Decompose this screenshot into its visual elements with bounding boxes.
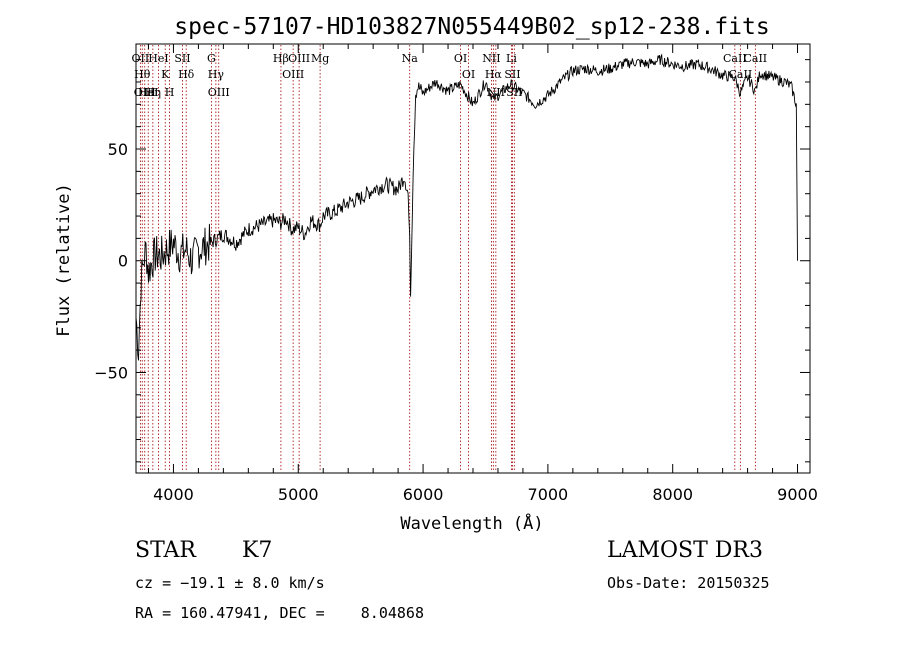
line-marker-label: Hθ bbox=[134, 68, 151, 81]
x-tick-label: 6000 bbox=[403, 485, 444, 504]
x-tick-label: 5000 bbox=[278, 485, 319, 504]
plot-frame bbox=[135, 43, 811, 474]
line-marker-label: Mg bbox=[311, 52, 329, 65]
spectrum-series bbox=[135, 53, 798, 361]
y-tick-label: −50 bbox=[94, 363, 128, 382]
x-tick-label: 4000 bbox=[153, 485, 194, 504]
line-marker-label: K bbox=[161, 68, 170, 81]
observation-date: Obs-Date: 20150325 bbox=[607, 574, 770, 592]
line-marker-label: CaII bbox=[729, 68, 753, 81]
y-tick-label: 0 bbox=[118, 252, 128, 271]
line-marker-label: Na bbox=[402, 52, 419, 65]
line-marker-label: NII bbox=[487, 86, 505, 99]
line-marker-label: HeI bbox=[148, 52, 168, 65]
x-axis-label: Wavelength (Å) bbox=[400, 512, 543, 534]
x-tick-label: 8000 bbox=[652, 485, 693, 504]
line-marker-label: CaII bbox=[723, 52, 747, 65]
line-marker-label: CaII bbox=[743, 52, 767, 65]
line-marker-label: Li bbox=[506, 52, 517, 65]
line-markers bbox=[139, 45, 756, 472]
y-axis-ticks: −50 0 50 bbox=[94, 59, 810, 463]
line-marker-label: OI bbox=[462, 68, 475, 81]
line-marker-label: HeI bbox=[138, 86, 158, 99]
line-marker-label: Hβ bbox=[273, 52, 289, 65]
line-marker-label: OIII bbox=[288, 52, 310, 65]
x-axis-ticks: 4000 5000 6000 7000 8000 9000 bbox=[147, 44, 818, 504]
line-marker-label: Hα bbox=[485, 68, 503, 81]
line-marker-label: OIII bbox=[208, 86, 230, 99]
line-marker-label: Hγ bbox=[208, 68, 225, 81]
line-marker-label: Hδ bbox=[178, 68, 195, 81]
chart-title: spec-57107-HD103827N055449B02_sp12-238.f… bbox=[174, 14, 769, 40]
ra-dec: RA = 160.47941, DEC = 8.04868 bbox=[135, 604, 424, 622]
line-marker-label: G bbox=[207, 52, 216, 65]
line-marker-label: OII bbox=[132, 52, 150, 65]
y-axis-label: Flux (relative) bbox=[54, 183, 74, 337]
line-marker-label: NII bbox=[482, 52, 500, 65]
y-tick-label: 50 bbox=[108, 140, 128, 159]
line-marker-label: SII bbox=[174, 52, 190, 65]
object-subclass: K7 bbox=[242, 538, 273, 563]
spectrum-line bbox=[135, 53, 798, 361]
x-tick-label: 7000 bbox=[528, 485, 569, 504]
x-tick-label: 9000 bbox=[777, 485, 818, 504]
line-marker-label: Hη bbox=[145, 86, 161, 99]
line-marker-label: OI bbox=[454, 52, 467, 65]
line-marker-label: OIII bbox=[282, 68, 304, 81]
line-marker-label: OIII bbox=[134, 86, 156, 99]
redshift-cz: cz = −19.1 ± 8.0 km/s bbox=[135, 574, 325, 592]
line-marker-label: SII bbox=[504, 68, 520, 81]
survey-name: LAMOST DR3 bbox=[607, 538, 763, 563]
object-class: STAR bbox=[135, 538, 196, 563]
line-marker-label: H bbox=[165, 86, 175, 99]
